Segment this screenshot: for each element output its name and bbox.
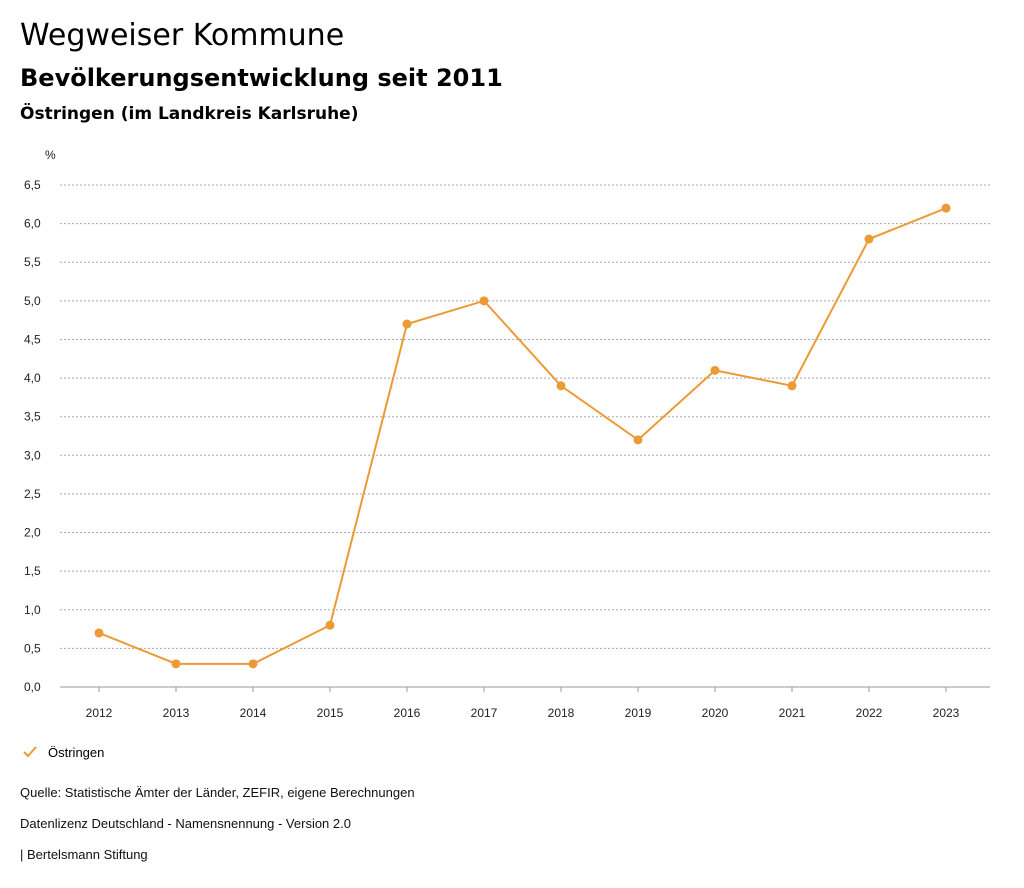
series-group: [94, 203, 951, 669]
check-icon: [23, 746, 37, 758]
data-point: [325, 620, 335, 630]
x-tick-label: 2012: [86, 706, 113, 720]
source-note: Quelle: Statistische Ämter der Länder, Z…: [20, 785, 415, 800]
line-chart: % 0,0 0,5 1,0 1,5 2,0 2,5 3,0 3,5 4,0 4,5 5,0 5,5 6,…: [24, 148, 990, 720]
y-tick-label: 0,5: [24, 641, 41, 655]
data-point: [864, 234, 874, 244]
data-point: [171, 659, 181, 669]
y-tick-label: 5,0: [24, 294, 41, 308]
x-tick-label: 2015: [317, 706, 344, 720]
y-tick-label: 5,5: [24, 255, 41, 269]
y-tick-label: 3,5: [24, 410, 41, 424]
y-axis-ticks: 0,0 0,5 1,0 1,5 2,0 2,5 3,0 3,5 4,0 4,5 5,0 5,5 6,0 6…: [24, 178, 41, 694]
y-axis-unit-label: %: [45, 148, 56, 162]
data-point: [402, 319, 412, 329]
x-tick-label: 2022: [856, 706, 883, 720]
data-point: [248, 659, 258, 669]
y-tick-label: 6,5: [24, 178, 41, 192]
x-tick-label: 2017: [471, 706, 498, 720]
y-tick-label: 6,0: [24, 217, 41, 231]
data-point: [556, 381, 566, 391]
publisher-note: | Bertelsmann Stiftung: [20, 847, 148, 862]
legend-label: Östringen: [48, 744, 105, 760]
data-point: [710, 365, 720, 375]
chart-subtitle: Bevölkerungsentwicklung seit 2011: [20, 64, 503, 92]
data-point: [787, 381, 797, 391]
x-tick-label: 2018: [548, 706, 575, 720]
series-line: [98, 207, 947, 665]
chart-title: Wegweiser Kommune: [20, 18, 345, 53]
y-tick-label: 4,5: [24, 332, 41, 346]
x-tick-label: 2021: [779, 706, 806, 720]
y-tick-label: 4,0: [24, 371, 41, 385]
x-tick-label: 2023: [933, 706, 960, 720]
x-tick-label: 2020: [702, 706, 729, 720]
data-point: [479, 296, 489, 306]
y-tick-label: 0,0: [24, 680, 41, 694]
grid-lines: [60, 184, 990, 688]
data-point: [941, 203, 951, 213]
y-tick-label: 1,5: [24, 564, 41, 578]
data-point: [633, 435, 643, 445]
license-note: Datenlizenz Deutschland - Namensnennung …: [20, 816, 351, 831]
y-tick-label: 2,0: [24, 526, 41, 540]
x-tick-label: 2014: [240, 706, 267, 720]
x-tick-label: 2016: [394, 706, 421, 720]
y-tick-label: 2,5: [24, 487, 41, 501]
region-label: Östringen (im Landkreis Karlsruhe): [20, 104, 359, 124]
x-tick-label: 2019: [625, 706, 652, 720]
y-tick-label: 3,0: [24, 448, 41, 462]
x-axis: 2012 2013 2014 2015 2016 2017 2018 2019 2020 2021…: [86, 687, 960, 720]
data-point: [94, 628, 104, 638]
legend[interactable]: Östringen: [22, 744, 104, 760]
x-tick-label: 2013: [163, 706, 190, 720]
y-tick-label: 1,0: [24, 603, 41, 617]
